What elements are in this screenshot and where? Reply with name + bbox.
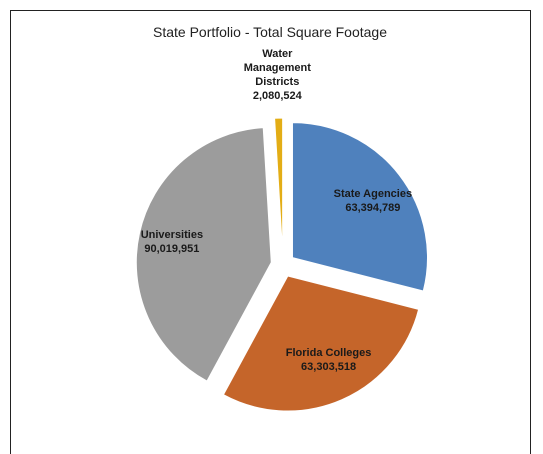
data-label: Universities 90,019,951 — [117, 228, 227, 256]
data-label: Florida Colleges 63,303,518 — [274, 346, 384, 374]
label-value: 2,080,524 — [252, 89, 302, 102]
label-category: Florida Colleges — [285, 347, 372, 360]
label-category: State Agencies — [333, 188, 413, 201]
chart-title: State Portfolio - Total Square Footage — [153, 24, 387, 40]
pie-slice — [222, 275, 420, 412]
label-category: Universities — [140, 229, 204, 242]
label-category: Water Management Districts — [243, 47, 311, 88]
pie-slice — [135, 127, 272, 382]
data-label: Water Management Districts 2,080,524 — [237, 47, 317, 103]
pie-slice — [274, 117, 284, 254]
label-value: 90,019,951 — [144, 243, 200, 256]
label-value: 63,394,789 — [345, 202, 401, 215]
pie-slice — [291, 122, 428, 292]
data-label: State Agencies 63,394,789 — [318, 187, 428, 215]
frame — [10, 10, 531, 454]
label-value: 63,303,518 — [301, 361, 357, 374]
